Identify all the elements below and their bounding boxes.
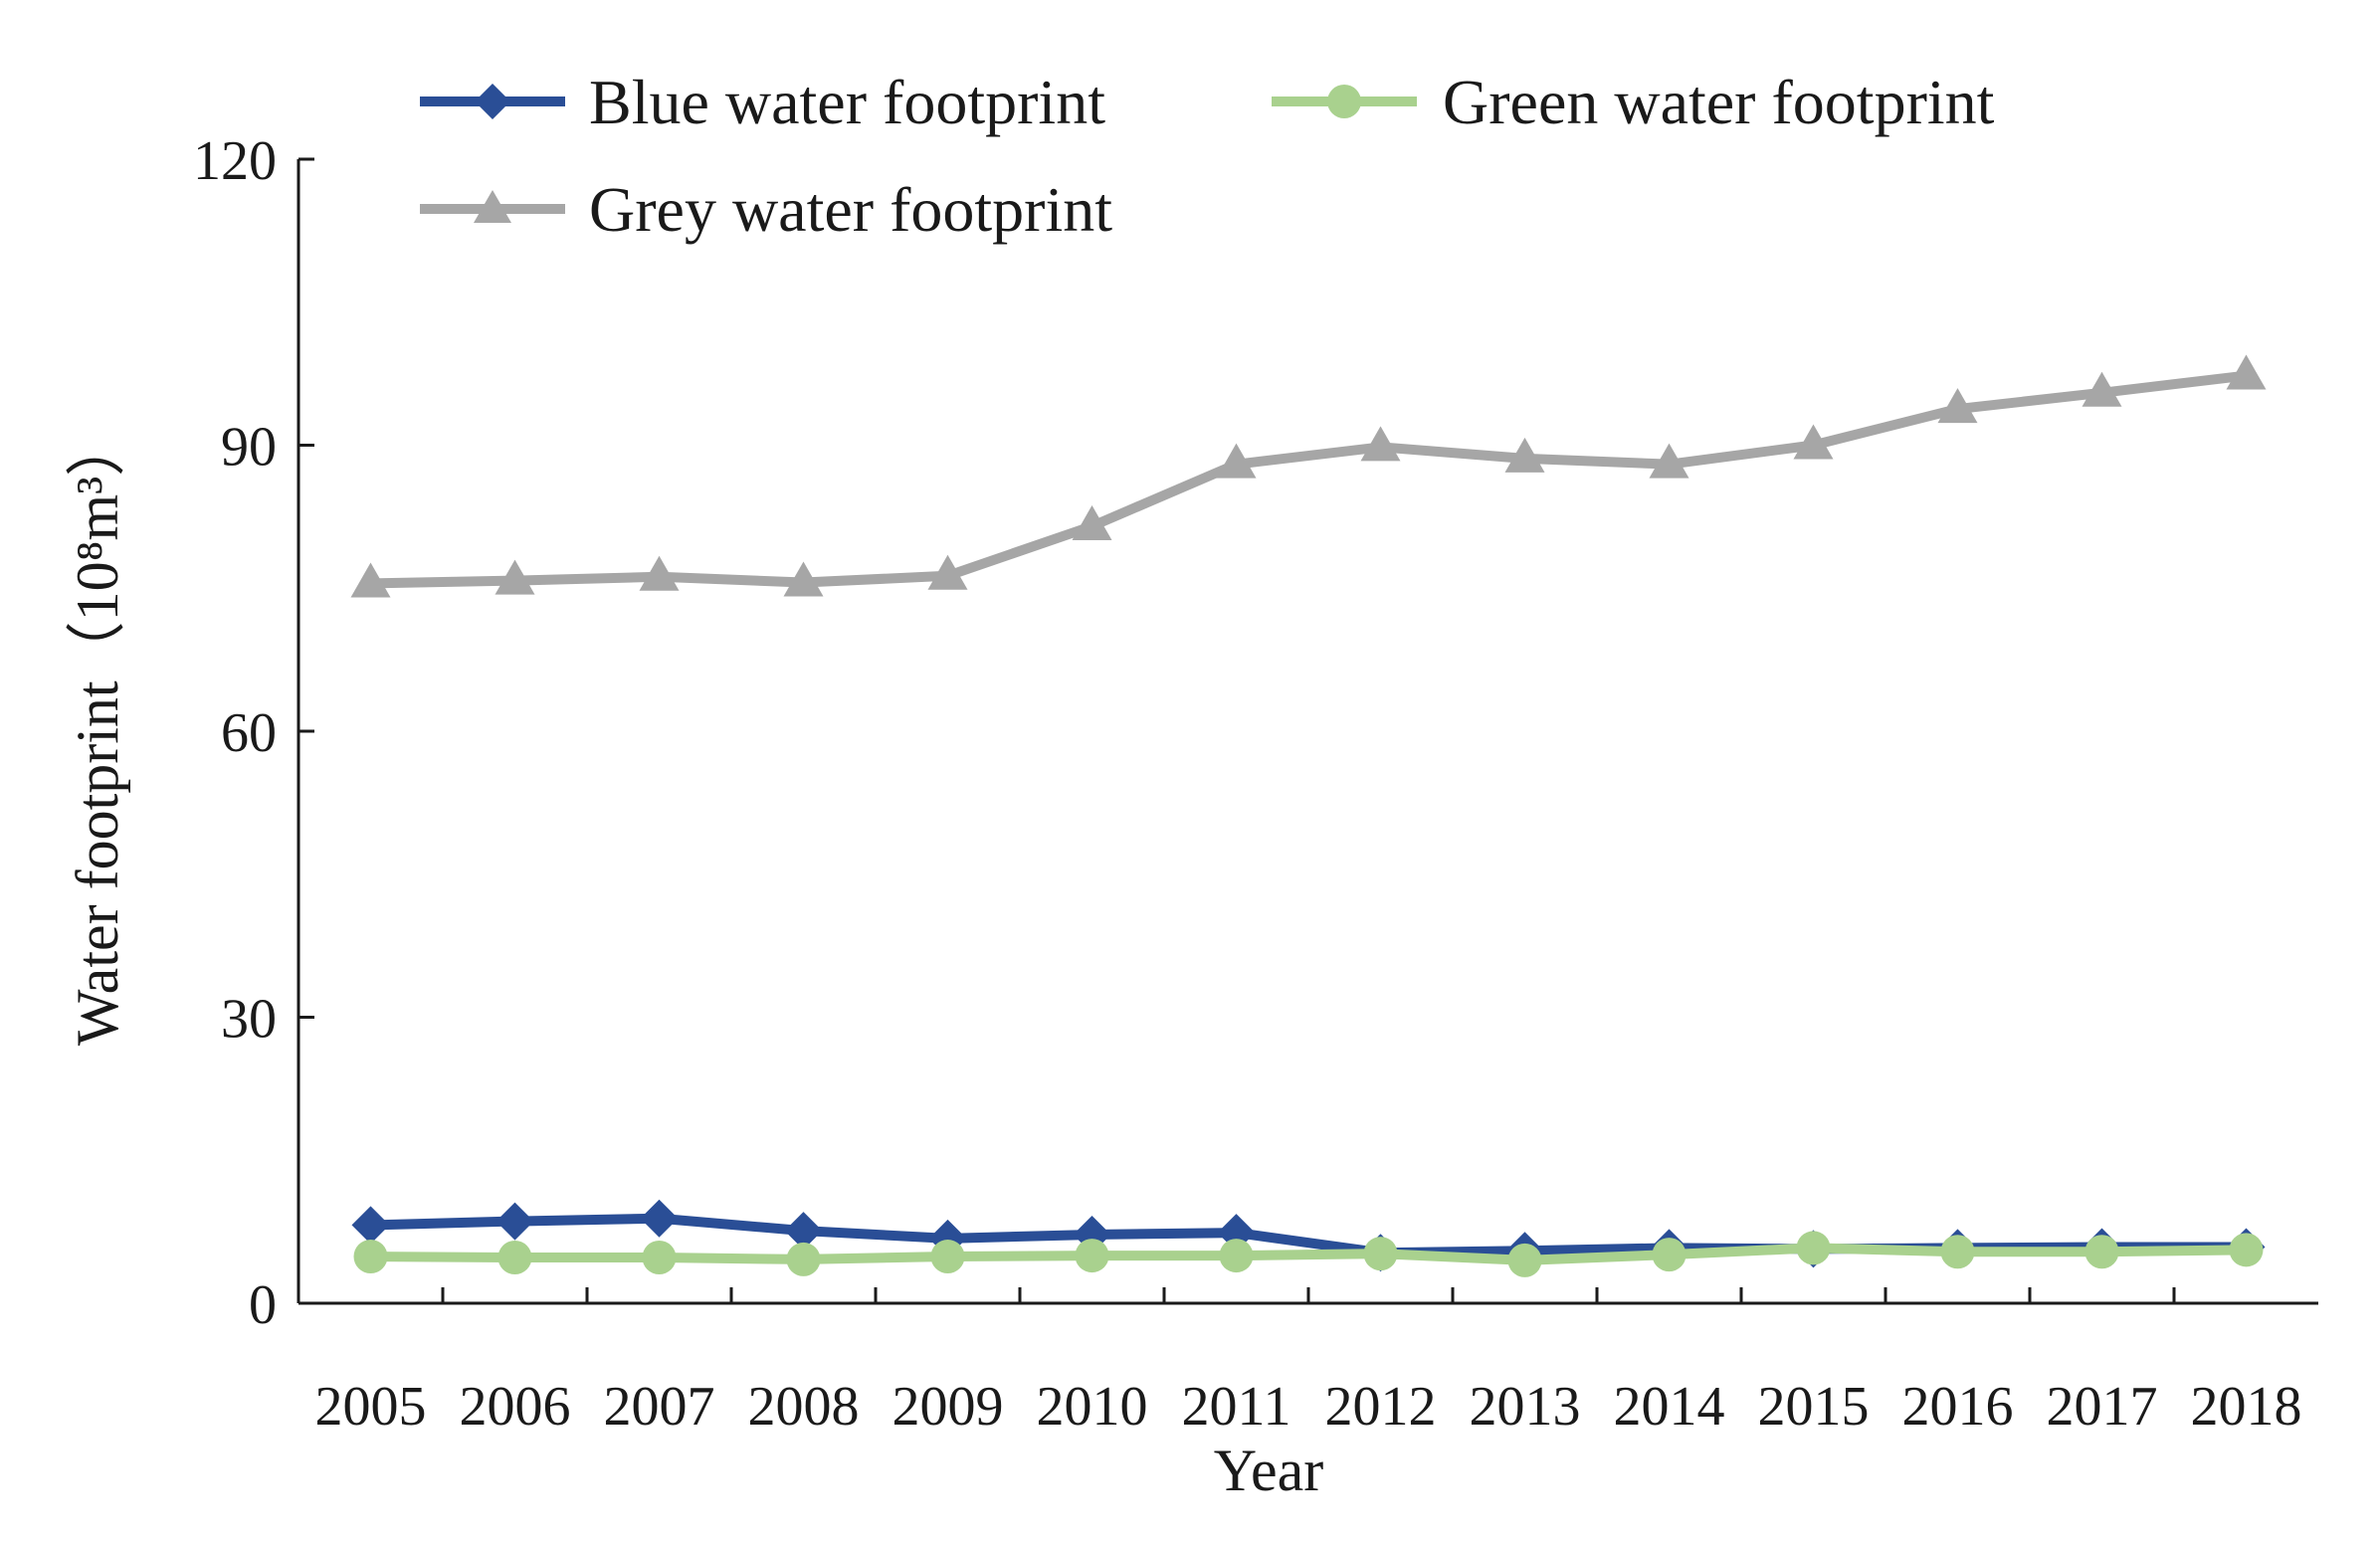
data-point: [1649, 443, 1689, 479]
legend-label-grey: Grey water footprint: [589, 174, 1112, 245]
data-point: [1363, 1237, 1398, 1271]
data-point: [1652, 1238, 1686, 1272]
data-point: [1216, 443, 1257, 479]
data-point: [497, 1241, 532, 1274]
x-tick-label: 2008: [748, 1376, 860, 1438]
data-point: [1507, 1243, 1542, 1277]
x-tick-label: 2005: [315, 1376, 427, 1438]
data-point: [351, 1206, 390, 1245]
data-point: [2084, 1235, 2119, 1269]
data-point: [1075, 1239, 1109, 1273]
y-tick-label: 90: [221, 417, 277, 479]
data-point: [639, 555, 680, 591]
y-tick-label: 120: [193, 130, 277, 192]
x-tick-label: 2012: [1325, 1376, 1437, 1438]
legend-label-green: Green water footprint: [1443, 67, 1995, 137]
x-tick-label: 2009: [892, 1376, 1004, 1438]
legend-item-grey: Grey water footprint: [420, 174, 1112, 245]
y-tick-label: 30: [221, 989, 277, 1051]
x-tick-label: 2013: [1470, 1376, 1581, 1438]
data-point: [927, 554, 968, 590]
legend-grey-triangle-icon: [474, 190, 511, 223]
series-circle: [353, 1231, 2264, 1277]
legend: Blue water footprint Green water footpri…: [420, 67, 1995, 245]
data-point: [1360, 426, 1401, 462]
y-axis-title: Water footprint（10⁸m³）: [65, 417, 130, 1046]
data-point: [353, 1240, 388, 1274]
data-point: [784, 1212, 823, 1251]
data-point: [496, 1202, 534, 1241]
x-tick-label: 2014: [1614, 1376, 1725, 1438]
x-tick-label: 2011: [1182, 1376, 1291, 1438]
x-tick-label: 2018: [2191, 1376, 2302, 1438]
data-point: [930, 1240, 965, 1274]
x-axis-ticks: 2005 2006 2007 2008 2009 2010 2011 2012 2013 2014…: [315, 1287, 2302, 1438]
legend-item-green: Green water footprint: [1272, 67, 1995, 137]
data-point: [1219, 1239, 1254, 1273]
data-point: [1793, 424, 1834, 460]
legend-green-circle-icon: [1327, 85, 1361, 118]
data-point: [350, 562, 391, 598]
data-point: [1796, 1231, 1831, 1265]
data-point: [495, 559, 535, 595]
legend-item-blue: Blue water footprint: [420, 67, 1105, 137]
series-line: [365, 1243, 2252, 1265]
series-line: [365, 370, 2252, 589]
legend-blue-diamond-icon: [475, 84, 510, 119]
x-tick-label: 2006: [460, 1376, 571, 1438]
data-point: [1937, 388, 1978, 424]
y-tick-label: 0: [249, 1274, 277, 1336]
series-layer: [350, 354, 2267, 1277]
data-point: [2229, 1233, 2264, 1267]
x-axis-title: Year: [1214, 1438, 1324, 1503]
data-point: [786, 1242, 821, 1276]
x-tick-label: 2016: [1902, 1376, 2014, 1438]
data-point: [2226, 354, 2267, 390]
x-tick-label: 2015: [1758, 1376, 1870, 1438]
data-point: [2082, 371, 2122, 407]
data-point: [1940, 1235, 1975, 1269]
x-tick-label: 2007: [604, 1376, 715, 1438]
y-axis-ticks: 0 30 60 90 120: [193, 130, 314, 1336]
data-point: [1504, 437, 1545, 473]
series-triangle: [350, 354, 2267, 598]
data-point: [642, 1241, 677, 1274]
x-tick-label: 2010: [1037, 1376, 1148, 1438]
data-point: [1072, 504, 1112, 540]
y-tick-label: 60: [221, 702, 277, 764]
data-point: [640, 1199, 679, 1238]
legend-label-blue: Blue water footprint: [589, 67, 1105, 137]
data-point: [783, 561, 824, 597]
x-tick-label: 2017: [2047, 1376, 2158, 1438]
